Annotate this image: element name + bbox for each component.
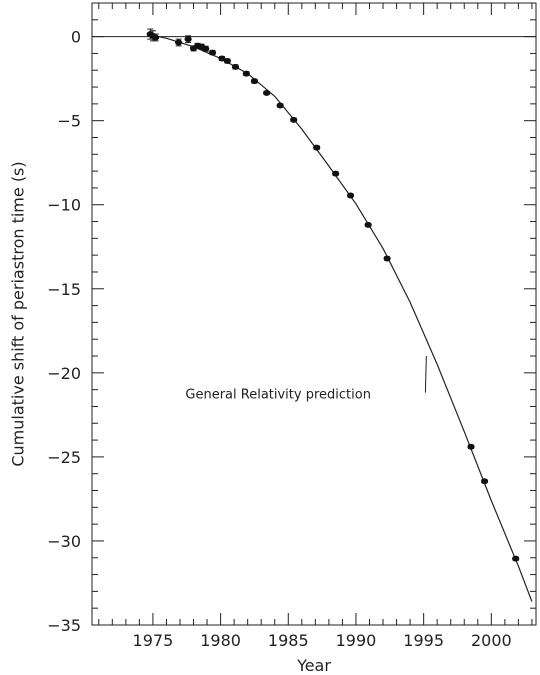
data-point <box>480 478 489 485</box>
data-marker <box>250 78 259 85</box>
y-tick-label: −35 <box>47 616 81 635</box>
data-point <box>383 255 391 262</box>
data-marker <box>512 555 520 562</box>
x-axis-label: Year <box>296 656 331 675</box>
data-point <box>202 45 210 52</box>
data-point <box>231 63 240 70</box>
y-tick-label: −15 <box>47 280 81 299</box>
data-point <box>276 102 284 109</box>
data-point <box>184 35 192 44</box>
data-marker <box>383 255 391 262</box>
data-point <box>175 38 183 47</box>
data-marker <box>276 102 284 109</box>
data-marker <box>152 34 160 41</box>
data-marker <box>332 170 340 177</box>
gr-prediction-annotation: General Relativity prediction <box>185 388 371 403</box>
x-tick-label: 1975 <box>133 631 174 650</box>
plot-area: 1975 1980 1985 1990 1995 2000 0 −5 −10 −15 −20 −25 −… <box>47 2 537 650</box>
data-point <box>512 555 520 562</box>
data-marker <box>467 443 475 450</box>
data-marker <box>223 57 231 64</box>
data-marker <box>208 49 217 56</box>
data-point <box>290 116 298 123</box>
data-marker <box>218 55 226 62</box>
data-point <box>152 33 160 42</box>
data-marker <box>175 39 183 46</box>
data-marker <box>202 45 210 52</box>
annotation-pointer-line <box>424 356 427 393</box>
x-tick-label: 1995 <box>403 631 444 650</box>
x-tick-label: 1990 <box>336 631 377 650</box>
data-marker <box>263 89 271 96</box>
data-marker <box>313 144 321 151</box>
data-point <box>208 49 217 56</box>
y-axis-label: Cumulative shift of periastron time (s) <box>9 161 28 466</box>
data-point <box>467 443 475 450</box>
y-tick-label: −20 <box>47 364 81 383</box>
data-marker <box>480 478 489 485</box>
data-point <box>263 89 271 96</box>
data-marker <box>290 116 298 123</box>
y-tick-label: −25 <box>47 448 81 467</box>
data-point <box>332 170 340 177</box>
y-tick-label: −30 <box>47 532 81 551</box>
y-tick-label: 0 <box>71 28 81 47</box>
x-tick-label: 2000 <box>471 631 512 650</box>
data-point <box>364 221 372 228</box>
x-tick-label: 1980 <box>200 631 241 650</box>
data-point <box>242 70 250 77</box>
data-marker <box>184 36 192 43</box>
data-marker <box>346 192 355 199</box>
data-point <box>250 78 259 85</box>
x-tick-label: 1985 <box>268 631 309 650</box>
y-tick-label: −5 <box>57 112 81 131</box>
gr-prediction-curve <box>150 34 533 602</box>
data-marker <box>242 70 250 77</box>
data-point <box>346 192 355 199</box>
data-marker <box>364 221 372 228</box>
y-tick-label: −10 <box>47 196 81 215</box>
data-point <box>223 57 231 64</box>
data-point <box>313 144 321 151</box>
plot-frame <box>91 2 537 626</box>
data-marker <box>231 63 240 70</box>
